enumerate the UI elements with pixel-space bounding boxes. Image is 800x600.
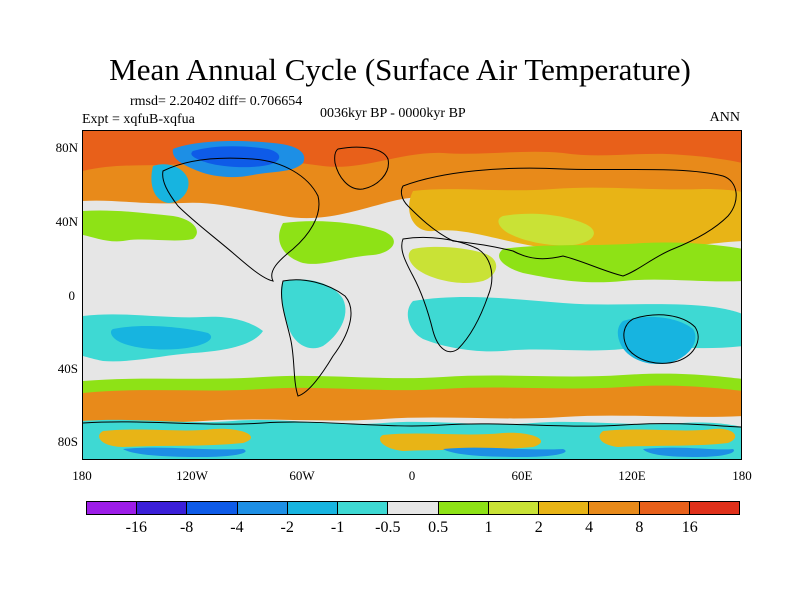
lon-label-120e: 120E [618,468,646,483]
colorbar-segment [639,502,690,514]
eurasia-green-patch [498,213,594,246]
australia-coast [623,314,699,364]
colorbar-label: 1 [484,519,493,536]
experiment-label: Expt = xqfuB-xqfua [82,112,195,127]
season-label: ANN [709,110,740,125]
colorbar-label: 8 [635,519,644,536]
temperature-anomaly-map [82,130,742,460]
australia-cyan-patch [617,316,696,365]
rmsd-diff-stats: rmsd= 2.20402 diff= 0.706654 [130,94,303,109]
lon-label-180w: 180 [72,468,92,483]
lat-label-40s: 40S [57,361,78,376]
colorbar-label: -0.5 [375,519,401,536]
colorbar-label: 2 [534,519,543,536]
colorbar-label: 16 [681,519,698,536]
colorbar-label: -1 [330,519,345,536]
antarctic-blue-streaks [123,447,734,457]
south-asia-green [499,242,741,283]
north-america-dark-cold-patch [191,146,280,168]
eurasia-yellow-band [409,187,741,249]
lon-label-180e: 180 [732,468,752,483]
coastlines [83,146,741,428]
lon-label-60w: 60W [289,468,315,483]
colorbar-segment [589,502,640,514]
colorbar-label: 4 [585,519,594,536]
lon-label-60e: 60E [511,468,533,483]
south-america-coast [281,279,352,397]
alaska-cyan-patch [151,164,189,203]
africa-green [408,246,497,284]
colorbar-segment [287,502,339,514]
colorbar-segment [388,502,439,514]
lat-label-80n: 80N [55,140,78,155]
colorbar-segment [137,502,188,514]
africa-coast [401,236,493,353]
colorbar-label: -8 [179,519,194,536]
colorbar-segment [689,502,740,514]
period-label: 0036kyr BP - 0000kyr BP [320,106,466,121]
lat-label-40n: 40N [55,214,78,229]
antarctic-orange-patches [99,428,736,451]
colorbar-segment [87,502,138,514]
north-america-coast [162,157,320,282]
lat-label-80s: 80S [57,434,78,449]
colorbar-label: -16 [125,519,147,536]
tropical-pacific-blue-core [110,326,212,350]
figure-title: Mean Annual Cycle (Surface Air Temperatu… [109,52,691,87]
colorbar-label: -2 [280,519,294,536]
colorbar [86,501,740,515]
map-canvas [83,131,741,459]
colorbar-segment [338,502,389,514]
lon-label-0: 0 [408,468,416,483]
north-pacific-green-band [83,210,197,242]
lat-label-0: 0 [68,288,76,303]
colorbar-segment [237,502,288,514]
southern-ocean-orange-band [83,385,741,423]
greenland-coast [334,146,389,190]
colorbar-segment [488,502,540,514]
colorbar-label: -4 [230,519,244,536]
eurasia-coast [400,167,737,277]
colorbar-segment [187,502,238,514]
colorbar-label: 0.5 [428,519,449,536]
north-atlantic-green-band [279,221,394,264]
south-america-cyan-patch [280,279,346,349]
colorbar-segment [539,502,590,514]
colorbar-segment [438,502,489,514]
lon-label-120w: 120W [176,468,208,483]
antarctica-coast [83,421,741,428]
